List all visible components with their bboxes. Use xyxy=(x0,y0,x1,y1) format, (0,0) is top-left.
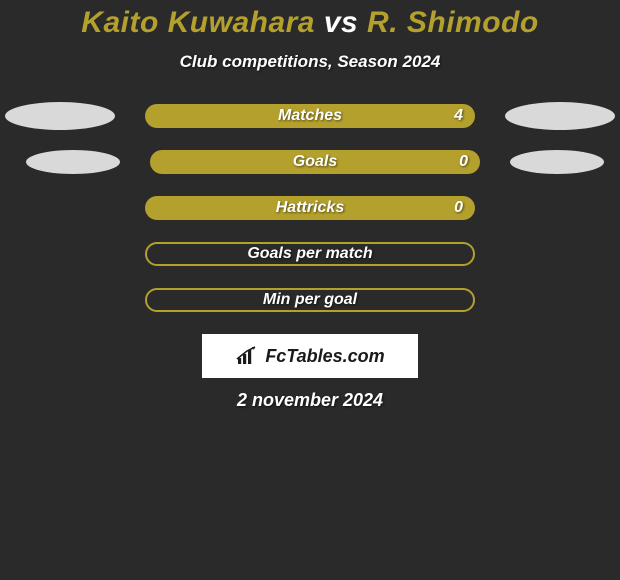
stat-row: Min per goal xyxy=(0,288,620,312)
stat-label: Min per goal xyxy=(263,291,357,309)
title-right: R. Shimodo xyxy=(367,6,539,39)
stat-bar-wrap: Min per goal xyxy=(145,288,475,312)
stat-row: Matches 4 xyxy=(0,104,620,128)
left-ellipse xyxy=(26,150,120,174)
chart-icon xyxy=(235,346,261,366)
stat-row: Goals 0 xyxy=(0,150,620,174)
title-left: Kaito Kuwahara xyxy=(81,6,315,39)
stat-label: Hattricks xyxy=(276,199,344,217)
stat-row: Goals per match xyxy=(0,242,620,266)
title-vs: vs xyxy=(315,6,367,39)
comparison-card: Kaito Kuwahara vs R. Shimodo Club compet… xyxy=(0,0,620,411)
stat-bar: Goals 0 xyxy=(150,150,480,174)
stat-value: 4 xyxy=(454,107,463,125)
stat-bar: Matches 4 xyxy=(145,104,475,128)
stat-value: 0 xyxy=(454,199,463,217)
brand-logo: FcTables.com xyxy=(235,346,384,367)
page-title: Kaito Kuwahara vs R. Shimodo xyxy=(0,6,620,40)
stat-bar: Min per goal xyxy=(145,288,475,312)
stat-label: Goals xyxy=(293,153,337,171)
left-ellipse xyxy=(5,102,115,130)
stat-row: Hattricks 0 xyxy=(0,196,620,220)
right-ellipse xyxy=(505,102,615,130)
stats-rows: Matches 4 Goals 0 Hattricks 0 Goals per match M… xyxy=(0,104,620,312)
stat-bar-wrap: Goals per match xyxy=(145,242,475,266)
stat-label: Matches xyxy=(278,107,342,125)
stat-bar-wrap: Hattricks 0 xyxy=(145,196,475,220)
stat-bar: Hattricks 0 xyxy=(145,196,475,220)
subtitle: Club competitions, Season 2024 xyxy=(0,52,620,72)
brand-text: FcTables.com xyxy=(265,346,384,367)
stat-bar-wrap: Matches 4 xyxy=(145,104,475,128)
stat-bar: Goals per match xyxy=(145,242,475,266)
stat-bar-wrap: Goals 0 xyxy=(150,150,480,174)
stat-label: Goals per match xyxy=(247,245,372,263)
brand-logo-box: FcTables.com xyxy=(202,334,418,378)
right-ellipse xyxy=(510,150,604,174)
stat-value: 0 xyxy=(459,153,468,171)
date-label: 2 november 2024 xyxy=(0,390,620,411)
